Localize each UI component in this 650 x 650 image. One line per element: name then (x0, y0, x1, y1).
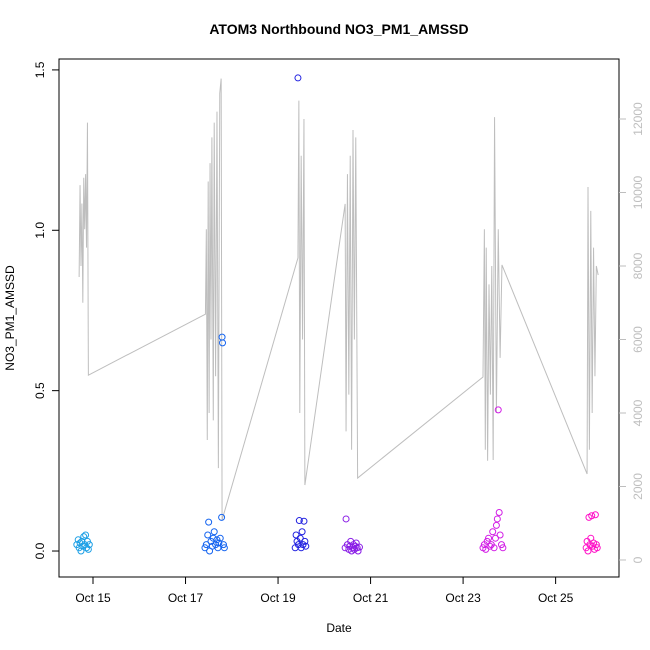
data-point (593, 544, 601, 552)
data-point (204, 531, 212, 539)
y-tick-label: 1.0 (33, 222, 47, 239)
data-point (205, 518, 213, 526)
data-point (296, 534, 304, 542)
data-point (496, 531, 504, 539)
chart-title: ATOM3 Northbound NO3_PM1_AMSSD (209, 21, 468, 37)
data-point (584, 547, 592, 555)
data-point (215, 539, 223, 547)
data-point (292, 531, 300, 539)
y2-tick-label: 8000 (631, 252, 645, 279)
x-tick-label: Oct 17 (168, 591, 204, 605)
data-point (300, 517, 308, 525)
data-point (495, 509, 503, 517)
y2-tick-label: 0 (631, 556, 645, 563)
data-point (588, 512, 596, 520)
data-point (489, 528, 497, 536)
data-point (298, 528, 306, 536)
y2-tick-label: 2000 (631, 473, 645, 500)
x-tick-label: Oct 23 (445, 591, 481, 605)
data-point (219, 339, 227, 347)
data-point (294, 74, 302, 82)
y-tick-label: 1.5 (33, 61, 47, 78)
data-point (493, 515, 501, 523)
x-tick-label: Oct 15 (75, 591, 111, 605)
data-point (591, 511, 599, 519)
x-tick-label: Oct 21 (353, 591, 389, 605)
data-point (499, 544, 507, 552)
data-point (84, 545, 92, 553)
data-point (82, 531, 90, 539)
plot-box (58, 58, 620, 578)
y2-tick-label: 4000 (631, 399, 645, 426)
data-point (295, 517, 303, 525)
y2-tick-label: 12000 (631, 102, 645, 136)
x-tick-label: Oct 25 (538, 591, 574, 605)
data-point (492, 521, 500, 529)
data-point (354, 547, 362, 555)
data-point (216, 534, 224, 542)
data-point (201, 544, 209, 552)
data-point (302, 542, 310, 550)
data-point (301, 537, 309, 545)
data-point (491, 534, 499, 542)
data-point (592, 541, 600, 549)
data-point (494, 406, 502, 414)
data-point (486, 542, 494, 550)
data-point (218, 513, 226, 521)
y2-tick-label: 10000 (631, 175, 645, 209)
x-tick-label: Oct 19 (260, 591, 296, 605)
data-point (210, 528, 218, 536)
altitude-line (78, 78, 599, 521)
y-axis-label: NO3_PM1_AMSSD (3, 265, 17, 371)
x-axis-label: Date (326, 621, 352, 635)
data-point (342, 515, 350, 523)
data-point (355, 543, 363, 551)
data-point (490, 544, 498, 552)
data-point (497, 541, 505, 549)
y2-tick-label: 6000 (631, 326, 645, 353)
data-point (80, 533, 88, 541)
data-point (85, 541, 93, 549)
y-tick-label: 0.5 (33, 382, 47, 399)
data-point (77, 547, 85, 555)
y-tick-label: 0.0 (33, 542, 47, 559)
data-point (79, 542, 87, 550)
data-point (209, 534, 217, 542)
data-point (485, 534, 493, 542)
data-point (219, 541, 227, 549)
data-point (220, 544, 228, 552)
